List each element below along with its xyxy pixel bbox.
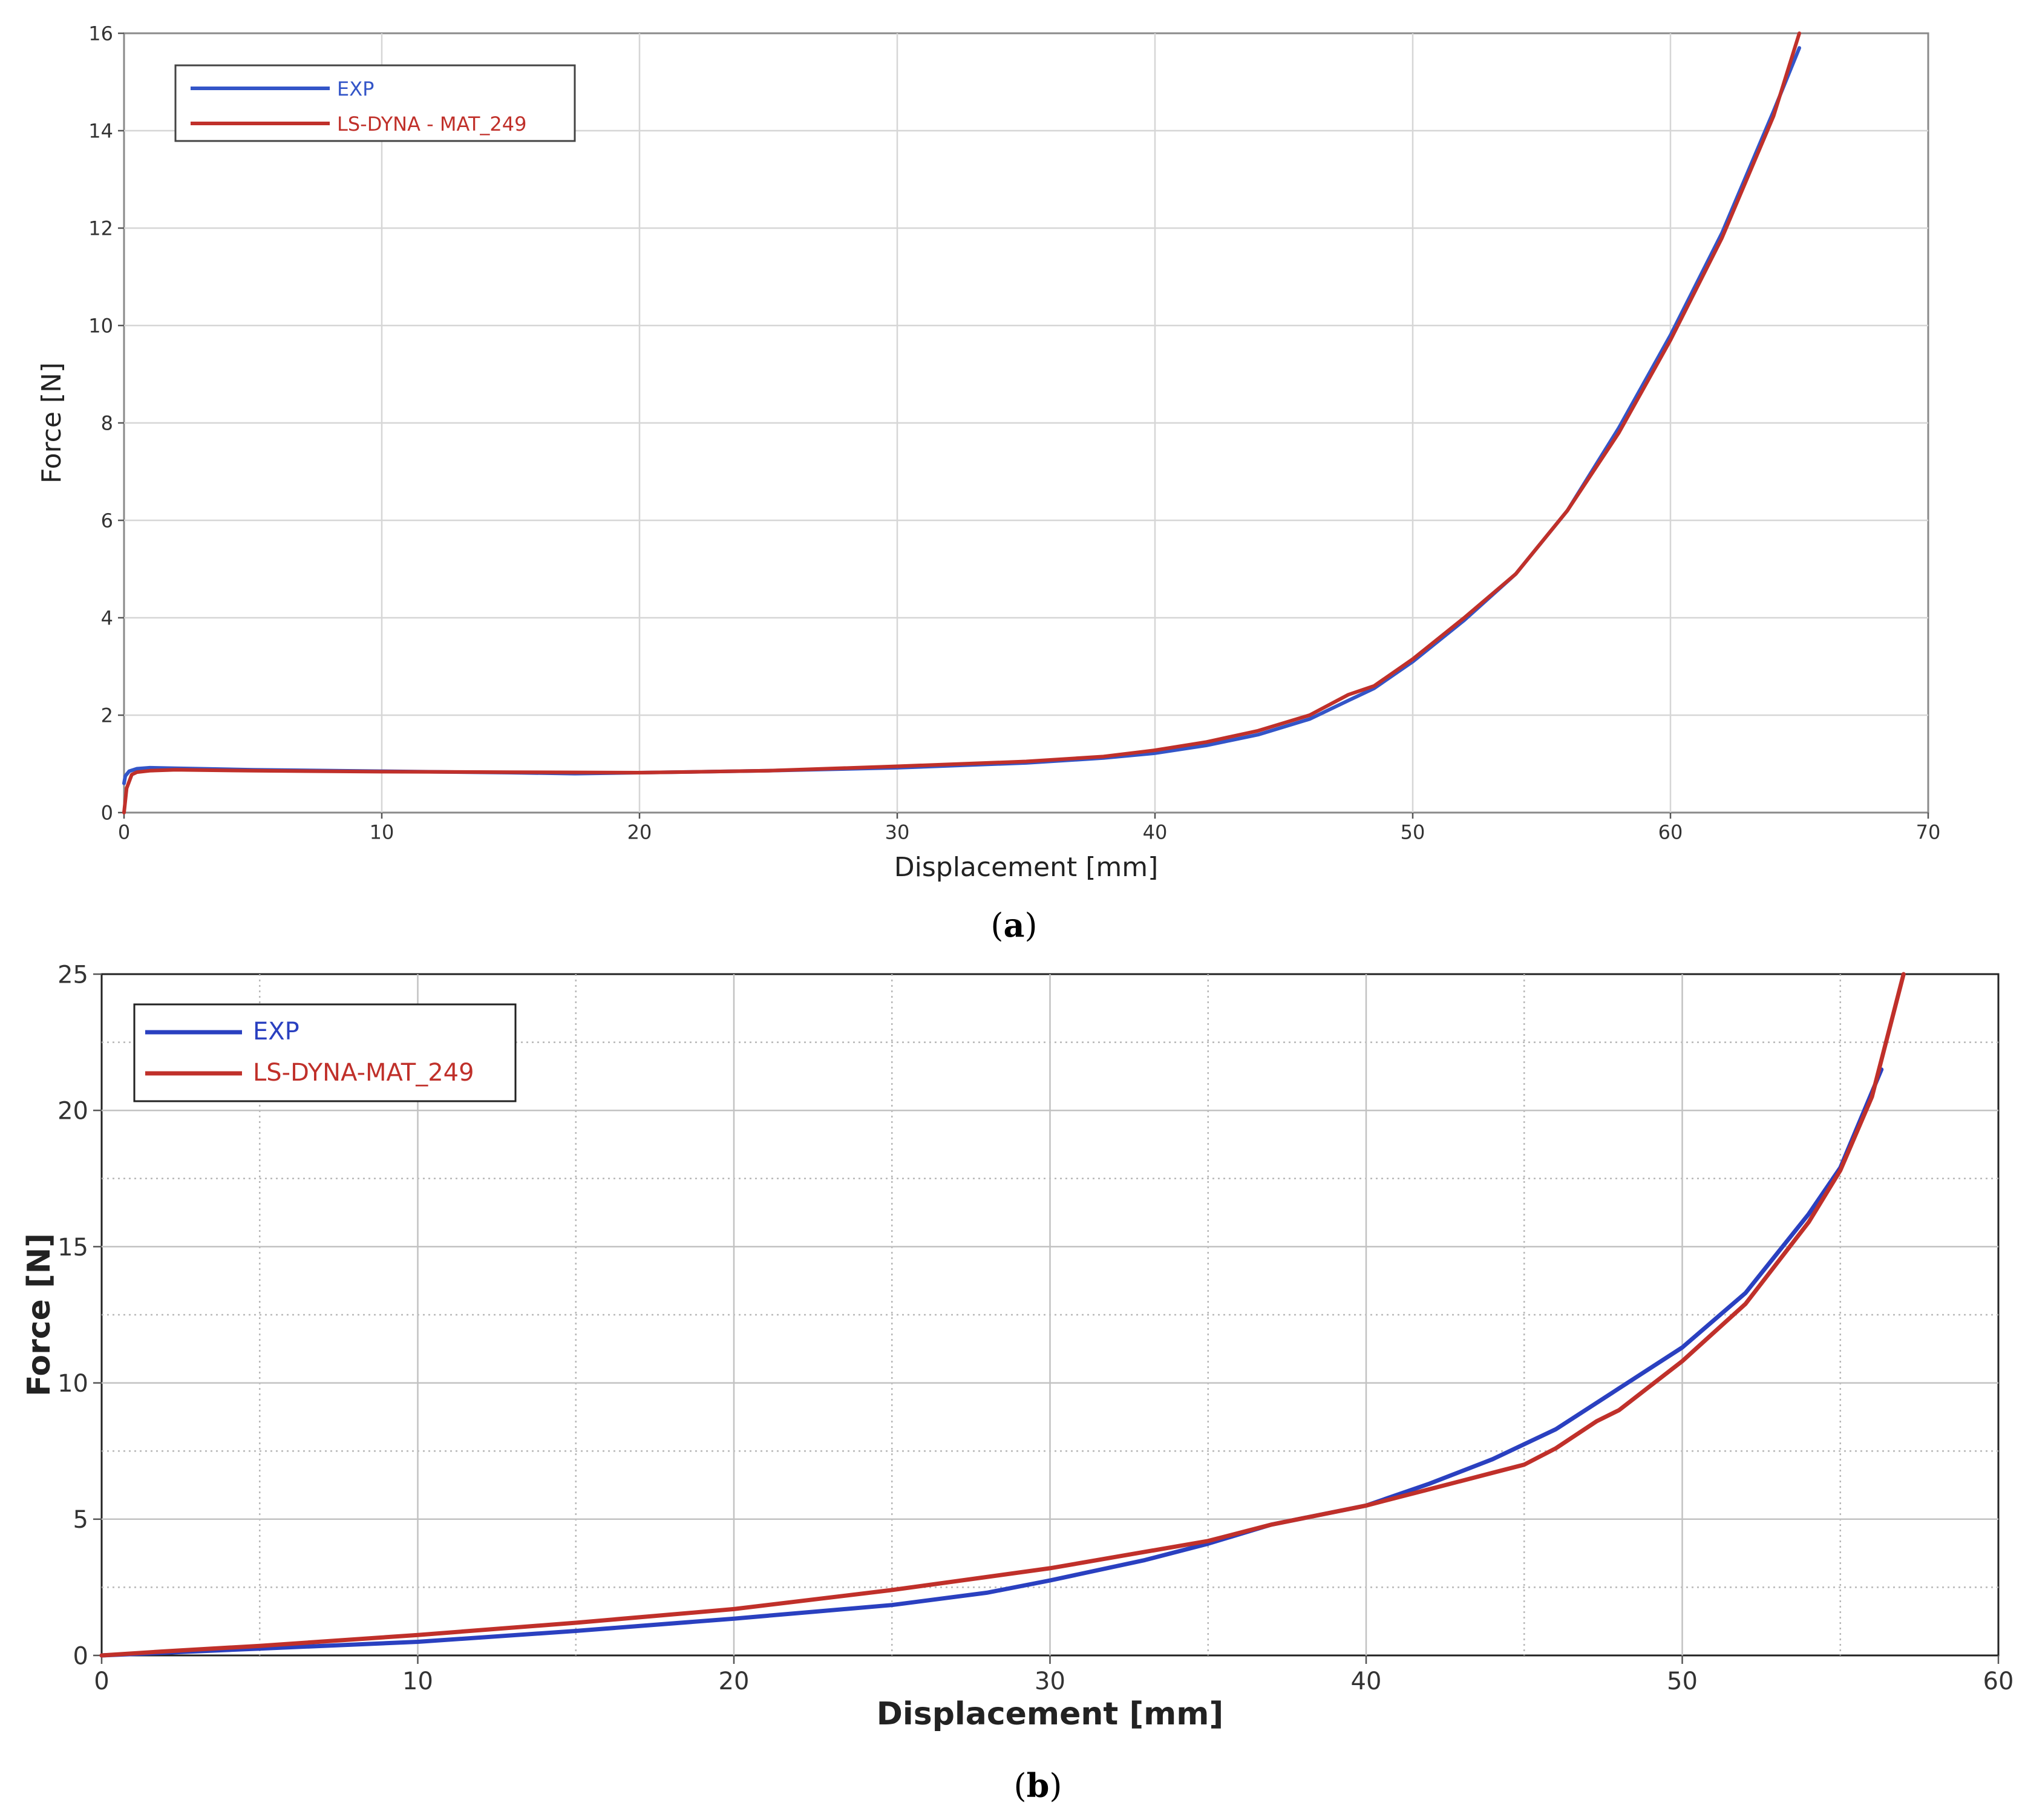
y-tick-label: 8 <box>101 412 113 435</box>
x-tick-label: 30 <box>885 821 910 844</box>
y-tick-label: 0 <box>101 802 113 825</box>
x-tick-label: 40 <box>1351 1668 1382 1695</box>
y-tick-label: 2 <box>101 704 113 727</box>
chart-a-legend-label-ls-dyna: LS-DYNA - MAT_249 <box>337 113 526 136</box>
chart-a-series <box>122 31 1801 814</box>
x-tick-label: 20 <box>719 1668 750 1695</box>
y-tick-label: 12 <box>88 217 113 240</box>
x-tick-label: 50 <box>1401 821 1425 844</box>
series-line-ls-dyna <box>99 972 1906 1658</box>
chart-a-x-axis-label: Displacement [mm] <box>894 852 1159 883</box>
y-tick-label: 15 <box>57 1234 88 1262</box>
y-tick-label: 6 <box>101 509 113 532</box>
x-tick-label: 10 <box>402 1668 433 1695</box>
y-tick-label: 10 <box>57 1370 88 1398</box>
y-tick-label: 10 <box>88 315 113 338</box>
chart-a-legend-box <box>174 64 576 142</box>
x-tick-label: 60 <box>1983 1668 2014 1695</box>
chart-a-grid <box>124 33 1928 813</box>
chart-a: 0 10 20 30 40 50 60 70 0 2 4 6 8 10 12 14 16 Displacemen… <box>36 22 1940 944</box>
chart-a-tick-labels: 0 10 20 30 40 50 60 70 0 2 4 6 8 10 12 14 16 <box>88 22 1940 844</box>
y-tick-label: 16 <box>88 22 113 45</box>
chart-a-y-axis-label: Force [N] <box>36 362 67 483</box>
chart-b-legend-label-exp: EXP <box>253 1018 299 1046</box>
x-tick-label: 40 <box>1143 821 1168 844</box>
y-tick-label: 14 <box>88 120 113 143</box>
chart-b-legend: EXP LS-DYNA-MAT_249 <box>133 1003 517 1102</box>
x-tick-label: 50 <box>1667 1668 1698 1695</box>
chart-a-caption: (a) <box>990 906 1037 944</box>
chart-b-legend-box <box>133 1003 517 1102</box>
chart-b-legend-label-ls-dyna: LS-DYNA-MAT_249 <box>253 1059 474 1087</box>
x-tick-label: 30 <box>1035 1668 1065 1695</box>
series-line-ls-dyna <box>122 31 1801 814</box>
chart-a-legend: EXP LS-DYNA - MAT_249 <box>174 64 576 142</box>
chart-b: 0 10 20 30 40 50 60 0 5 10 15 20 25 Displacement [mm… <box>21 961 2014 1805</box>
x-tick-label: 20 <box>627 821 652 844</box>
chart-b-caption: (b) <box>1014 1766 1062 1805</box>
x-tick-label: 60 <box>1658 821 1683 844</box>
chart-b-grid <box>102 974 1998 1655</box>
x-tick-label: 10 <box>370 821 394 844</box>
y-tick-label: 4 <box>101 607 113 630</box>
x-tick-label: 70 <box>1916 821 1941 844</box>
y-tick-label: 25 <box>57 961 88 989</box>
y-tick-label: 0 <box>73 1642 88 1670</box>
chart-b-x-axis-label: Displacement [mm] <box>877 1696 1224 1732</box>
y-tick-label: 20 <box>57 1098 88 1125</box>
y-tick-label: 5 <box>73 1506 88 1534</box>
chart-b-caption-letter: b <box>1027 1766 1050 1805</box>
chart-b-series <box>99 972 1906 1658</box>
chart-a-caption-letter: a <box>1004 906 1025 944</box>
chart-b-y-axis-label: Force [N] <box>21 1233 57 1396</box>
x-tick-label: 0 <box>94 1668 109 1695</box>
x-tick-label: 0 <box>118 821 130 844</box>
chart-a-legend-label-exp: EXP <box>337 77 374 100</box>
